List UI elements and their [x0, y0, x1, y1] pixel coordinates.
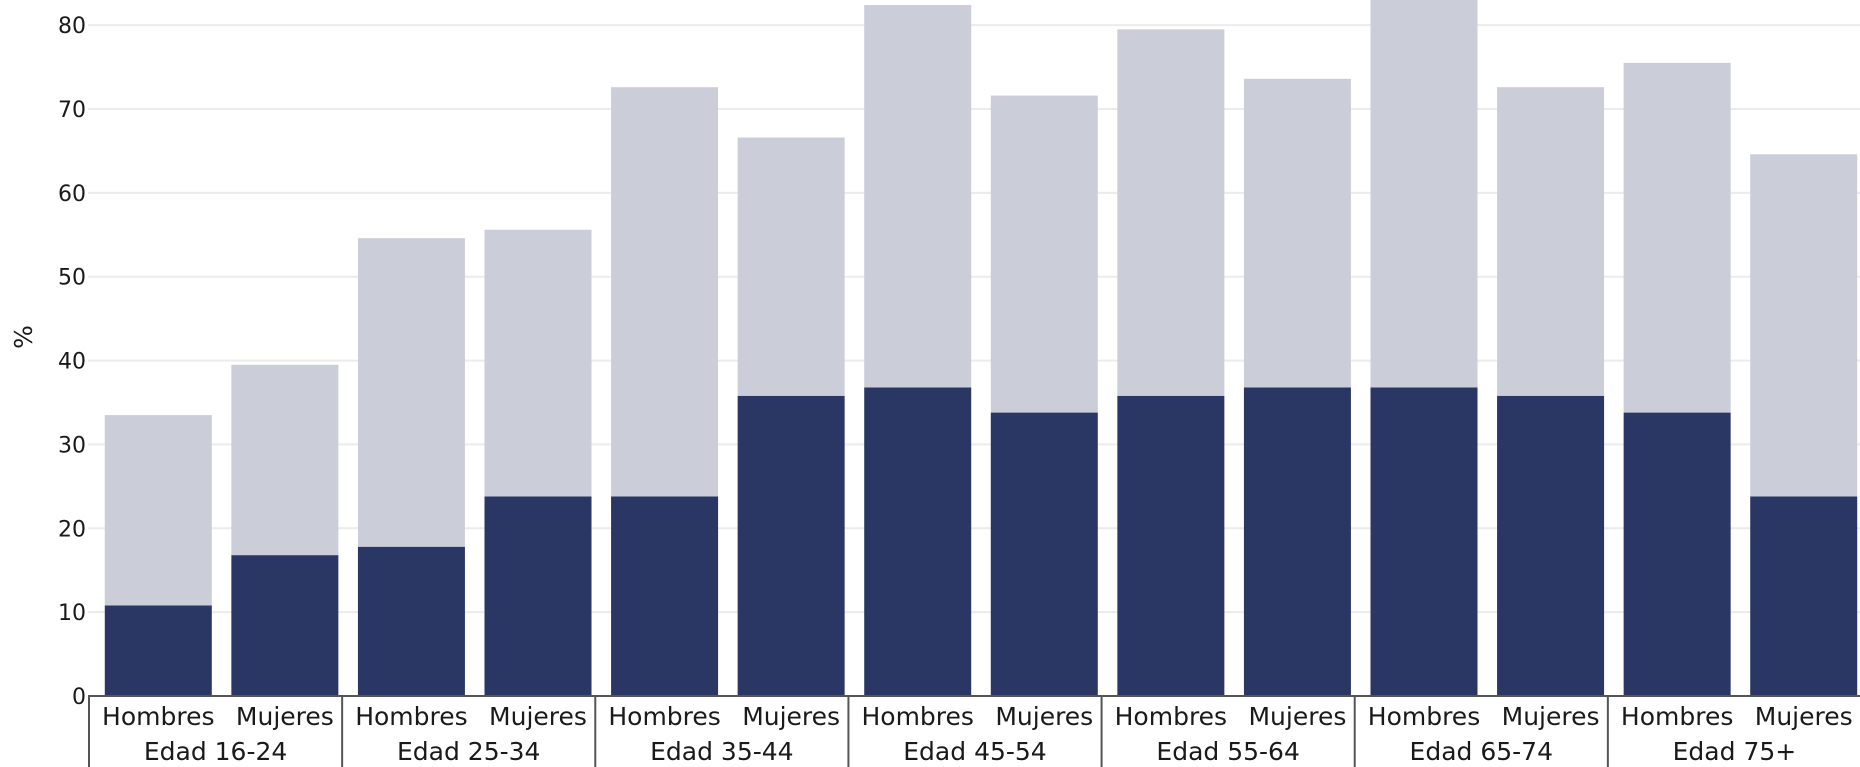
- bar-segment-dark: [1750, 496, 1858, 696]
- y-tick-label: 40: [58, 350, 86, 375]
- y-axis: 0 10 20 30 40 50 60 70 80: [58, 14, 86, 710]
- bar-segment-dark: [1243, 387, 1351, 696]
- y-axis-label: %: [9, 325, 38, 349]
- x-category-label: Hombres: [355, 702, 467, 731]
- bar-segment-dark: [1117, 395, 1225, 696]
- bar-segment-light: [611, 87, 719, 497]
- bar-segment-dark: [1623, 412, 1731, 696]
- y-tick-label: 60: [58, 182, 86, 207]
- bar-segment-dark: [484, 496, 592, 696]
- bar-segment-dark: [104, 605, 212, 696]
- bar-segment-light: [357, 238, 465, 547]
- bar-segment-dark: [611, 496, 719, 696]
- x-category-label: Mujeres: [742, 702, 840, 731]
- bar-segment-dark: [357, 546, 465, 696]
- y-tick-label: 30: [58, 433, 86, 458]
- bar-segment-dark: [1370, 387, 1478, 696]
- y-tick-label: 50: [58, 266, 86, 291]
- bar-segment-light: [1497, 87, 1605, 396]
- x-category-label: Hombres: [861, 702, 973, 731]
- y-tick-label: 80: [58, 14, 86, 39]
- bar-segment-light: [1750, 154, 1858, 497]
- x-category-label: Mujeres: [489, 702, 587, 731]
- x-group-label: Edad 35-44: [650, 737, 793, 766]
- x-category-label: Hombres: [1115, 702, 1227, 731]
- bar-segment-light: [231, 364, 339, 556]
- x-category-label: Hombres: [608, 702, 720, 731]
- bar-segment-light: [1243, 78, 1351, 388]
- x-group-label: Edad 16-24: [144, 737, 287, 766]
- x-group-label: Edad 45-54: [903, 737, 1046, 766]
- x-category-label: Mujeres: [1502, 702, 1600, 731]
- y-tick-label: 20: [58, 517, 86, 542]
- x-category-label: Hombres: [1368, 702, 1480, 731]
- x-category-label: Mujeres: [995, 702, 1093, 731]
- x-category-label: Mujeres: [1248, 702, 1346, 731]
- bar-segment-dark: [231, 555, 339, 696]
- y-tick-label: 0: [72, 685, 86, 710]
- bar-segment-light: [737, 137, 845, 396]
- bar-segment-dark: [990, 412, 1098, 696]
- x-axis: Hombres Mujeres Hombres Mujeres Hombres Mujer…: [88, 695, 1860, 767]
- x-group-label: Edad 65-74: [1410, 737, 1553, 766]
- bar-segment-light: [104, 415, 212, 606]
- bars: [104, 0, 1858, 696]
- x-category-label: Mujeres: [236, 702, 334, 731]
- x-group-label: Edad 75+: [1673, 737, 1797, 766]
- bar-segment-light: [484, 229, 592, 497]
- bar-segment-light: [1117, 29, 1225, 396]
- x-group-label: Edad 55-64: [1156, 737, 1299, 766]
- y-tick-label: 70: [58, 98, 86, 123]
- x-category-label: Hombres: [1621, 702, 1733, 731]
- x-category-label: Mujeres: [1755, 702, 1853, 731]
- x-group-label: Edad 25-34: [397, 737, 540, 766]
- bar-segment-dark: [737, 395, 845, 696]
- bar-segment-light: [1623, 62, 1731, 413]
- bar-segment-light: [1370, 0, 1478, 388]
- bar-segment-light: [864, 5, 972, 388]
- bar-segment-light: [990, 95, 1098, 413]
- bar-segment-dark: [1497, 395, 1605, 696]
- y-tick-label: 10: [58, 601, 86, 626]
- bar-segment-dark: [864, 387, 972, 696]
- x-category-label: Hombres: [102, 702, 214, 731]
